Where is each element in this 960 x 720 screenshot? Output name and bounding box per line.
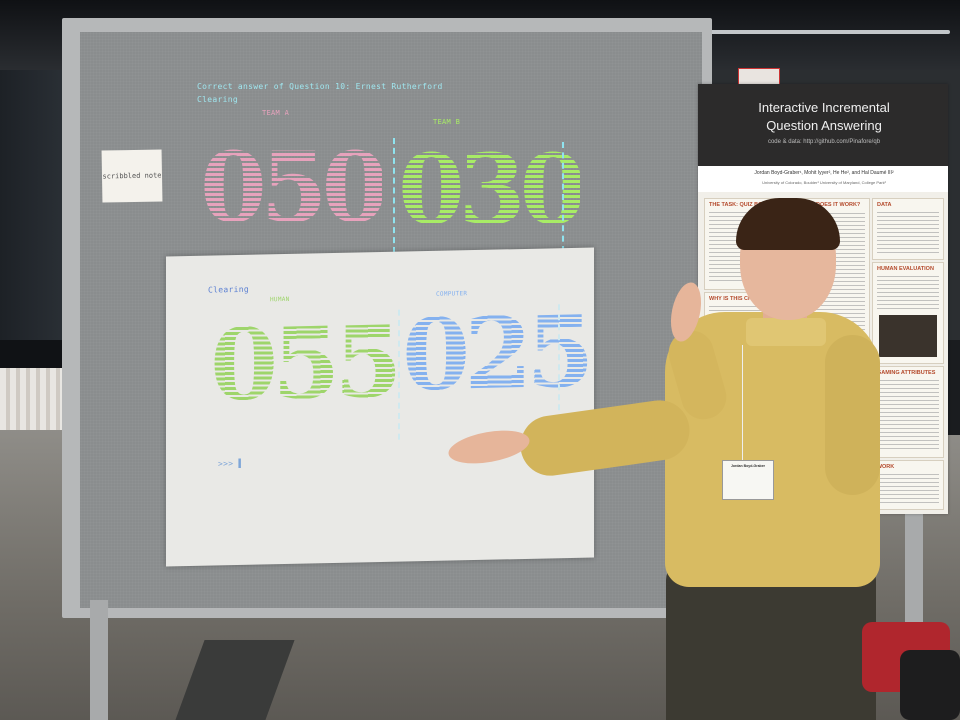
score-divider xyxy=(398,309,400,440)
poster-section: HUMAN EVALUATION xyxy=(872,262,944,364)
status-text: Clearing xyxy=(197,95,238,104)
name-badge: Jordan Boyd-Graber xyxy=(722,460,774,500)
team-b-label: TEAM B xyxy=(433,118,461,126)
human-label: HUMAN xyxy=(270,295,290,304)
poster-section: GAMING ATTRIBUTES xyxy=(872,366,944,458)
section-heading: WHY IS THIS CHALLENGING? xyxy=(709,296,788,302)
poster-author-band xyxy=(698,166,948,192)
poster-section: DATA xyxy=(872,198,944,260)
lanyard xyxy=(742,345,743,463)
ceiling-light xyxy=(690,30,950,34)
section-heading: THE TASK: QUIZ BOWL xyxy=(709,202,771,208)
poster-title: Question Answering xyxy=(766,118,882,133)
status-text: Clearing xyxy=(208,284,249,295)
section-heading: GAMING ATTRIBUTES xyxy=(877,370,936,376)
command-prompt: >>> ▌ xyxy=(218,458,244,469)
answer-line: Correct answer of Question 10: Ernest Ru… xyxy=(197,82,443,91)
person-hair xyxy=(736,198,840,250)
projected-scoreboard-top: Correct answer of Question 10: Ernest Ru… xyxy=(180,70,600,255)
poster-authors: Jordan Boyd-Graber¹, Mohit Iyyer², He He… xyxy=(754,170,894,176)
person-collar xyxy=(746,318,826,346)
projection-screen: Clearing HUMAN COMPUTER 055 025 >>> ▌ xyxy=(166,247,594,567)
black-bag xyxy=(900,650,960,720)
team-a-label: TEAM A xyxy=(262,109,290,117)
section-heading: HUMAN EVALUATION xyxy=(877,266,934,272)
section-text xyxy=(877,380,939,452)
score-divider xyxy=(562,142,564,252)
computer-score: 025 xyxy=(402,294,589,414)
poster-header xyxy=(698,84,948,166)
chart-image xyxy=(879,315,937,357)
section-text xyxy=(877,212,939,254)
team-a-score: 050 xyxy=(200,131,388,244)
score-divider xyxy=(558,304,560,431)
sticky-note: scribbled note xyxy=(101,149,163,203)
poster-title: Interactive Incremental xyxy=(758,100,890,115)
section-text xyxy=(877,276,939,311)
badge-name: Jordan Boyd-Graber xyxy=(730,464,766,468)
section-heading: DATA xyxy=(877,202,892,208)
human-score: 055 xyxy=(210,304,397,424)
board-leg xyxy=(90,600,108,720)
team-b-score: 030 xyxy=(398,133,586,246)
poster-url: code & data: http://github.com/Pinafore/… xyxy=(767,139,881,145)
person-arm xyxy=(825,335,880,495)
section-heading: HOW DOES IT WORK? xyxy=(801,202,861,208)
poster-affiliations: University of Colorado, Boulder¹ Univers… xyxy=(762,180,886,185)
computer-label: COMPUTER xyxy=(436,290,468,298)
score-divider xyxy=(393,138,395,253)
